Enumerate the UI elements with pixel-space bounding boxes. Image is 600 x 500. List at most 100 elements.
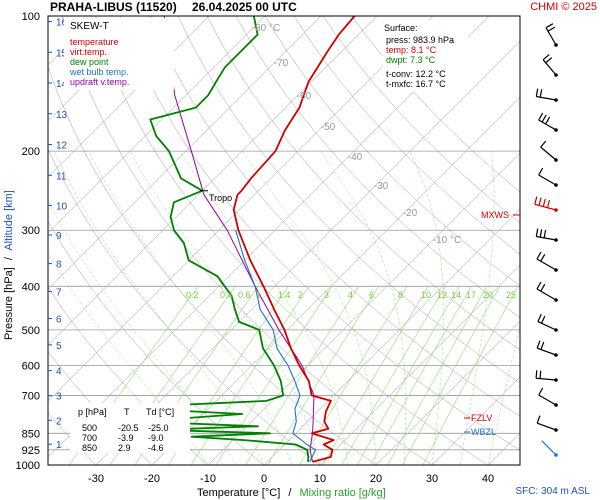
mixing-ratio-label: 0.6 [238, 290, 251, 300]
wind-barb [536, 281, 558, 302]
wind-barb [536, 340, 558, 357]
wind-barb [536, 251, 558, 272]
altitude-tick-label: 16 [56, 18, 68, 29]
mixing-ratio-labels: 0.2 0.4 0.6 1 1.4 2 3 4 6 8 10 12 14 17 20 25 [186, 290, 516, 300]
levels-table-cell: -3.9 [118, 433, 134, 443]
mixing-ratio-line [322, 286, 429, 465]
altitude-tick-label: 4 [56, 367, 62, 378]
levels-header-p: p [hPa] [78, 407, 107, 417]
isotherm-labels: -80 °C -70 -60 -50 -40 -30 -20 -10 °C [252, 23, 461, 246]
levels-table-cell: -20.5 [118, 423, 139, 433]
mixing-ratio-line [370, 286, 472, 465]
wind-barb [538, 112, 558, 132]
plot-frame [47, 15, 521, 466]
dry-adiabat-line [48, 148, 321, 465]
mixing-ratio-label: 3 [324, 290, 329, 300]
altitude-tick-label: 1 [56, 440, 62, 451]
dry-adiabat-line [148, 16, 520, 417]
mixing-ratio-label: 8 [398, 290, 403, 300]
legend-temperature: temperature [70, 37, 119, 47]
moist-adiabat-line [88, 151, 293, 465]
dry-adiabat-line [264, 16, 520, 286]
altitude-tick-label: 8 [56, 260, 62, 271]
levels-table-cell: -4.6 [148, 443, 164, 453]
profile-layer [118, 16, 356, 463]
mixing-ratio-label: 17 [466, 290, 476, 300]
dry-adiabat-line [61, 16, 433, 465]
mixing-ratio-line [245, 286, 360, 465]
isotherm-line [431, 376, 520, 465]
wind-barb [535, 88, 558, 102]
moist-adiabat-line [459, 151, 495, 465]
mixing-ratio-label: 1 [256, 290, 261, 300]
mixing-ratio-line [267, 286, 379, 465]
surface-box [382, 20, 468, 92]
mixing-ratio-label: 20 [483, 290, 493, 300]
pressure-tick-label: 400 [22, 281, 40, 293]
pressure-tick-label: 200 [22, 146, 40, 158]
pressure-tick-label: 925 [22, 445, 40, 457]
mixing-ratio-line [356, 286, 460, 465]
moist-adiabat-line [54, 151, 265, 465]
temperature-tick-label: 40 [482, 473, 494, 485]
dry-adiabat-line [206, 16, 520, 351]
isotherm-line [48, 16, 378, 346]
dewpoint-curve [118, 16, 310, 462]
wind-barb [541, 440, 558, 457]
mxws-label: MXWS [481, 210, 509, 220]
pressure-tick-labels: 100 200 300 400 500 600 700 850 925 1000 [16, 11, 40, 472]
moist-adiabat-line [242, 151, 377, 465]
legend-box [64, 18, 174, 90]
pressure-tick-label: 700 [22, 390, 40, 402]
surface-temp: temp: 8.1 °C [386, 45, 437, 55]
mixing-ratio-label: 4 [348, 290, 353, 300]
legend-updraft: updraft v.temp. [70, 77, 129, 87]
svg-text:Pressure [hPa] / A: Pressure [hPa] / Altitude [km] [3, 190, 15, 340]
moist-adiabat-line [487, 324, 520, 465]
mixing-ratio-label: 0.4 [220, 290, 233, 300]
altitude-tick-label: 14 [56, 79, 68, 90]
pressure-tick-label: 1000 [16, 460, 40, 472]
isotherm-label: -60 [297, 91, 312, 102]
isotherm-label: -30 [374, 181, 389, 192]
wind-barb [534, 196, 558, 212]
datetime-title: 26.04.2025 00 UTC [192, 0, 297, 14]
pressure-tick-label: 850 [22, 428, 40, 440]
mixing-ratio-line [341, 286, 446, 465]
levels-table-cell: 700 [82, 433, 97, 443]
moist-adiabat-line [409, 151, 444, 465]
surface-tconv: t-conv: 12.2 °C [386, 69, 446, 79]
dry-adiabat-line [90, 16, 489, 465]
altitude-tick-label: 13 [56, 110, 68, 121]
levels-table-cell: -9.0 [148, 433, 164, 443]
moist-adiabat-line [48, 200, 237, 465]
altitude-tick-label: 5 [56, 341, 62, 352]
wind-barb [545, 23, 558, 47]
mixing-ratio-line [387, 286, 488, 465]
mixing-ratio-label: 0.2 [186, 290, 199, 300]
mixing-ratio-label: 6 [369, 290, 374, 300]
y-label-sep: / [3, 256, 15, 260]
legend-wet-bulb: wet bulb temp. [69, 67, 129, 77]
isotherm-line [48, 16, 322, 290]
dry-adiabat-line [48, 220, 265, 465]
wind-barb [540, 140, 558, 162]
mixing-ratio-line [215, 286, 333, 465]
levels-table-cell: 2.9 [118, 443, 131, 453]
x-axis-title: Temperature [°C] / Mixing ratio [g/kg] [197, 487, 386, 499]
pressure-tick-label: 300 [22, 225, 40, 237]
dry-adiabat-line [119, 16, 520, 451]
altitude-tick-label: 2 [56, 416, 62, 427]
mixing-ratio-label: 10 [421, 290, 431, 300]
x-label-mixing: Mixing ratio [g/kg] [299, 487, 385, 499]
altitude-tick-label: 7 [56, 287, 62, 298]
temperature-curve [232, 16, 356, 463]
mixing-ratio-label: 12 [437, 290, 447, 300]
isotherm-line [48, 16, 210, 178]
altitude-tick-label: 6 [56, 315, 62, 326]
pressure-tick-label: 500 [22, 325, 40, 337]
temperature-tick-label: 0 [261, 473, 267, 485]
mixing-ratio-label: 1.4 [278, 290, 291, 300]
temperature-tick-labels: -30 -20 -10 0 10 20 30 40 [88, 473, 494, 485]
